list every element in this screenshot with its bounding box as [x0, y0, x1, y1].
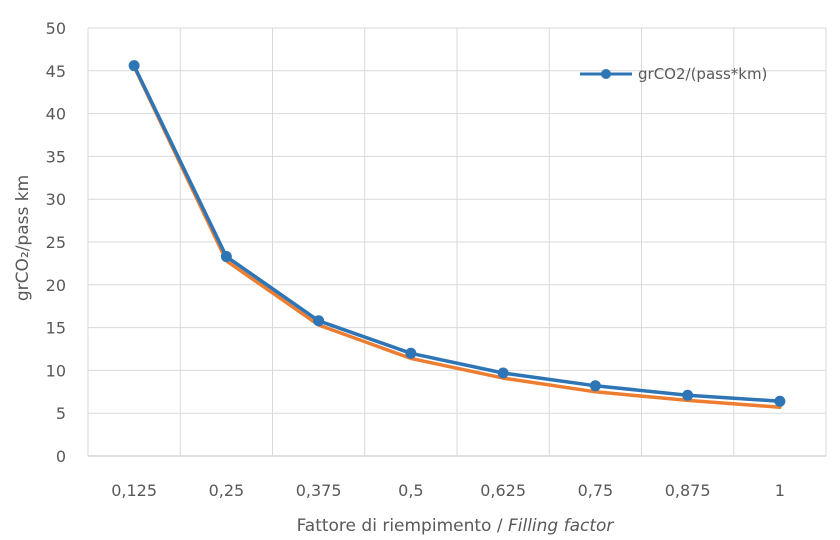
- series-lines: [128, 60, 786, 409]
- x-tick-label: 0,25: [209, 481, 245, 500]
- y-tick-label: 45: [46, 62, 66, 81]
- data-point: [220, 251, 232, 263]
- y-tick-label: 30: [46, 190, 66, 209]
- x-tick-label: 0,375: [296, 481, 342, 500]
- data-point: [128, 60, 140, 72]
- data-point: [313, 315, 325, 327]
- x-axis-title-italic: Filling factor: [508, 516, 614, 536]
- y-tick-label: 10: [46, 361, 66, 380]
- y-tick-label: 40: [46, 105, 66, 124]
- legend: grCO2/(pass*km): [580, 65, 767, 83]
- y-tick-label: 20: [46, 276, 66, 295]
- gridlines: [87, 27, 827, 457]
- series-line-1: [132, 63, 782, 403]
- x-tick-label: 0,875: [665, 481, 711, 500]
- y-tick-label: 35: [46, 147, 66, 166]
- y-tick-label: 25: [46, 233, 66, 252]
- data-point: [774, 395, 786, 407]
- y-axis-ticks: 0 5 10 15 20 25 30 35 40 45 50: [46, 19, 66, 466]
- y-tick-label: 50: [46, 19, 66, 38]
- y-axis-title: grCO₂/pass km: [13, 175, 33, 301]
- x-tick-label: 1: [775, 481, 785, 500]
- data-point: [405, 347, 417, 359]
- x-axis-title-main: Fattore di riempimento /: [297, 516, 508, 536]
- legend-label: grCO2/(pass*km): [638, 65, 767, 83]
- x-tick-label: 0,75: [578, 481, 614, 500]
- data-point: [497, 367, 509, 379]
- x-axis-ticks: 0,125 0,25 0,375 0,5 0,625 0,75 0,875 1: [111, 481, 785, 500]
- x-axis-title: Fattore di riempimento / Filling factor: [297, 516, 615, 536]
- x-tick-label: 0,125: [111, 481, 157, 500]
- data-point: [682, 389, 694, 401]
- series-line-2: [132, 64, 782, 409]
- legend-marker: [601, 69, 611, 79]
- y-tick-label: 5: [56, 404, 66, 423]
- x-tick-label: 0,5: [398, 481, 423, 500]
- x-tick-label: 0,625: [480, 481, 526, 500]
- y-tick-label: 15: [46, 319, 66, 338]
- y-tick-label: 0: [56, 447, 66, 466]
- data-point: [589, 380, 601, 392]
